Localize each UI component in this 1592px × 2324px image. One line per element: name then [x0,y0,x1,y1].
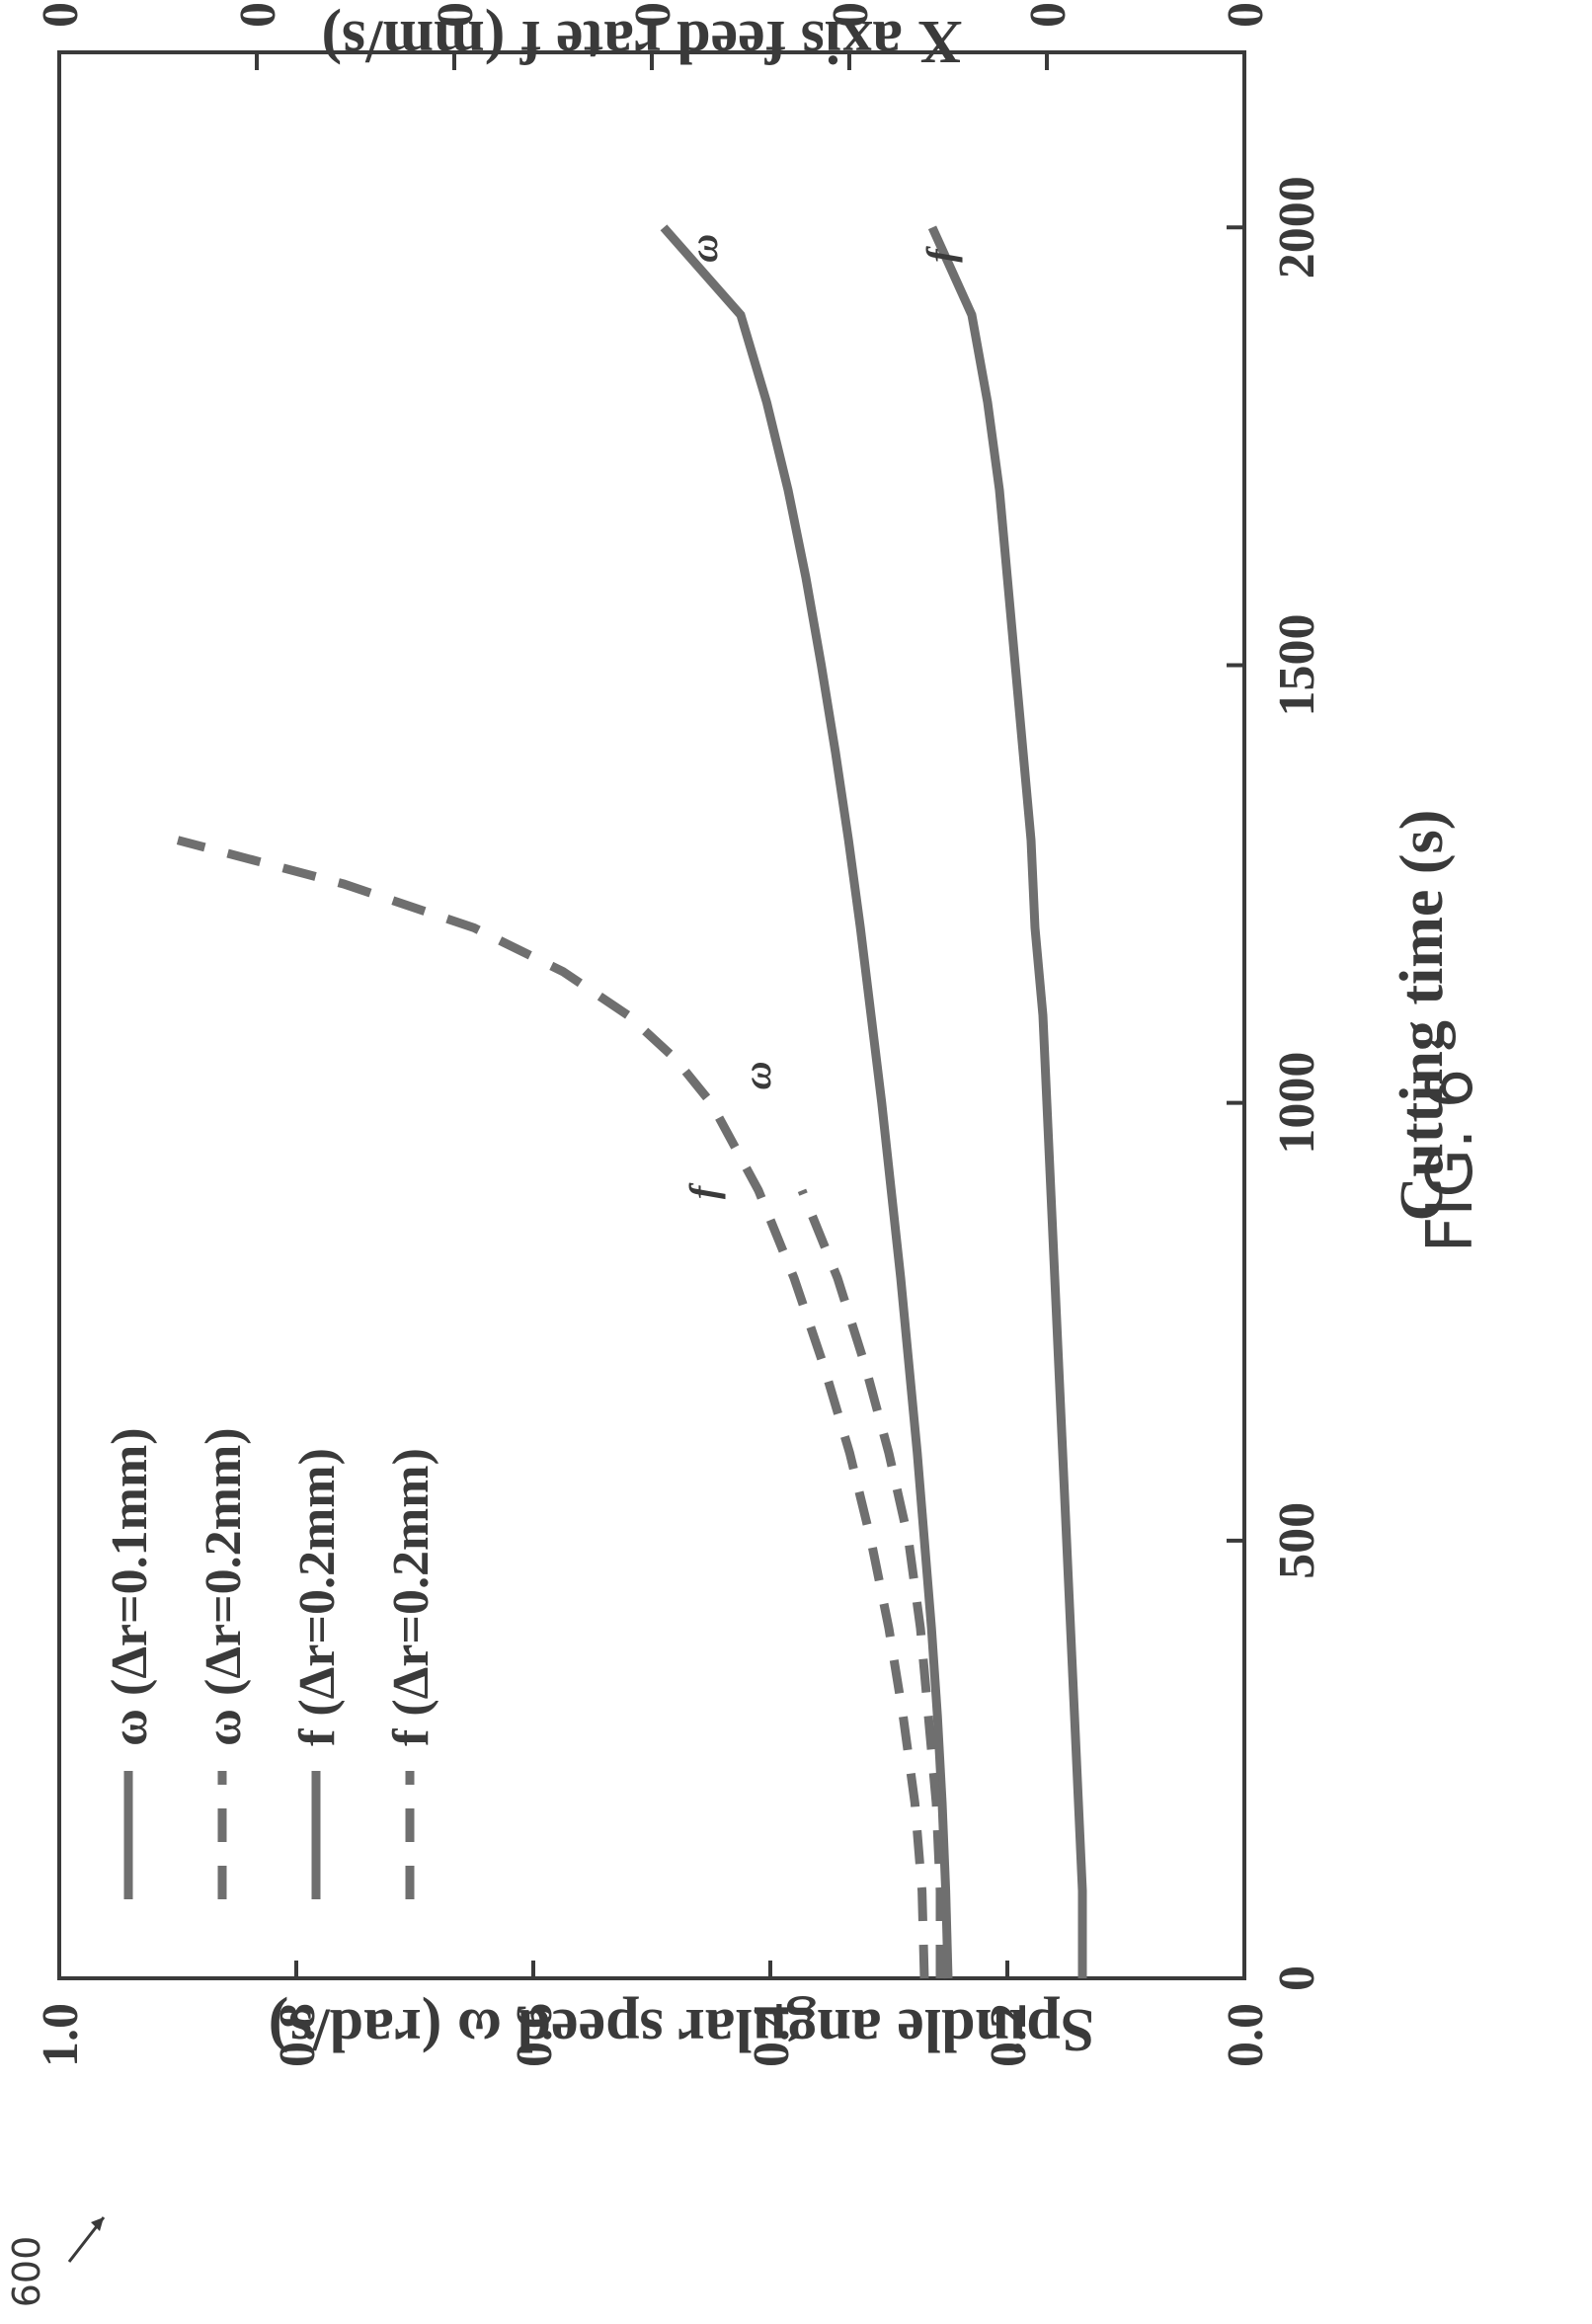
series-line-1 [660,224,953,1979]
reference-number: 600 [5,2236,48,2308]
legend-label: f (Δr=0.2mm) [289,1448,346,1746]
legend-label: ω (Δr=0.2mm) [196,1427,252,1746]
reference-arrowhead [91,2217,104,2231]
series-line-2 [176,836,929,1979]
x-tick-label: 0 [1269,1965,1325,1991]
legend: ω (Δr=0.1mm) ω (Δr=0.2mm) f (Δr=0.2mm) f (Δ… [102,1427,439,1899]
x-axis-title: Cutting time (s) [1389,810,1456,1222]
legend-label: f (Δr=0.2mm) [383,1448,439,1746]
left-y-axis-title: Spindle angular speed ω (rad/s) [269,1996,1095,2063]
right-tick-label: 0.015 [625,0,681,28]
left-tick-label: 0.4 [744,2003,800,2067]
left-axis-ticks: 0.0 0.2 0.4 0.6 0.8 1.0 [33,1961,1274,2067]
figure-caption: FIG. 6 [1414,1069,1487,1253]
series-group [176,224,1087,1979]
right-tick-label: 0.020 [428,0,484,28]
left-tick-label: 1.0 [33,2003,89,2067]
right-tick-label: 0.010 [823,0,879,28]
right-tick-label: 0.005 [1020,0,1076,28]
right-y-axis-title: X axis feed rate f (mm/s) [321,8,962,75]
series-line-3 [927,225,1087,1978]
curve-annotations: ω f ω f [681,234,963,1199]
x-axis-ticks: 0 500 1000 1500 2000 [1227,176,1325,1991]
curve-annotation: f [918,246,963,263]
curve-annotation: ω [681,234,726,263]
curve-annotation: f [681,1182,726,1199]
right-axis-ticks: 0.000 0.005 0.010 0.015 0.020 0.025 0.030 [33,0,1274,70]
left-tick-label: 0.0 [1218,2003,1274,2067]
x-tick-label: 1000 [1269,1052,1325,1155]
left-tick-label: 0.6 [507,2003,563,2067]
curve-annotation: ω [735,1061,779,1089]
right-tick-label: 0.000 [1218,0,1274,28]
x-tick-label: 500 [1269,1502,1325,1579]
left-tick-label: 0.8 [270,2003,326,2067]
right-tick-label: 0.030 [33,0,89,28]
rotated-chart: 0 500 1000 1500 2000 0.0 0.2 0.4 0.6 0.8 1.0 0.00… [33,0,1456,2067]
right-tick-label: 0.025 [230,0,286,28]
left-tick-label: 0.2 [981,2003,1037,2067]
x-tick-label: 1500 [1269,613,1325,716]
x-tick-label: 2000 [1269,176,1325,279]
series-line-4 [797,1188,945,1978]
legend-label: ω (Δr=0.1mm) [102,1427,158,1746]
